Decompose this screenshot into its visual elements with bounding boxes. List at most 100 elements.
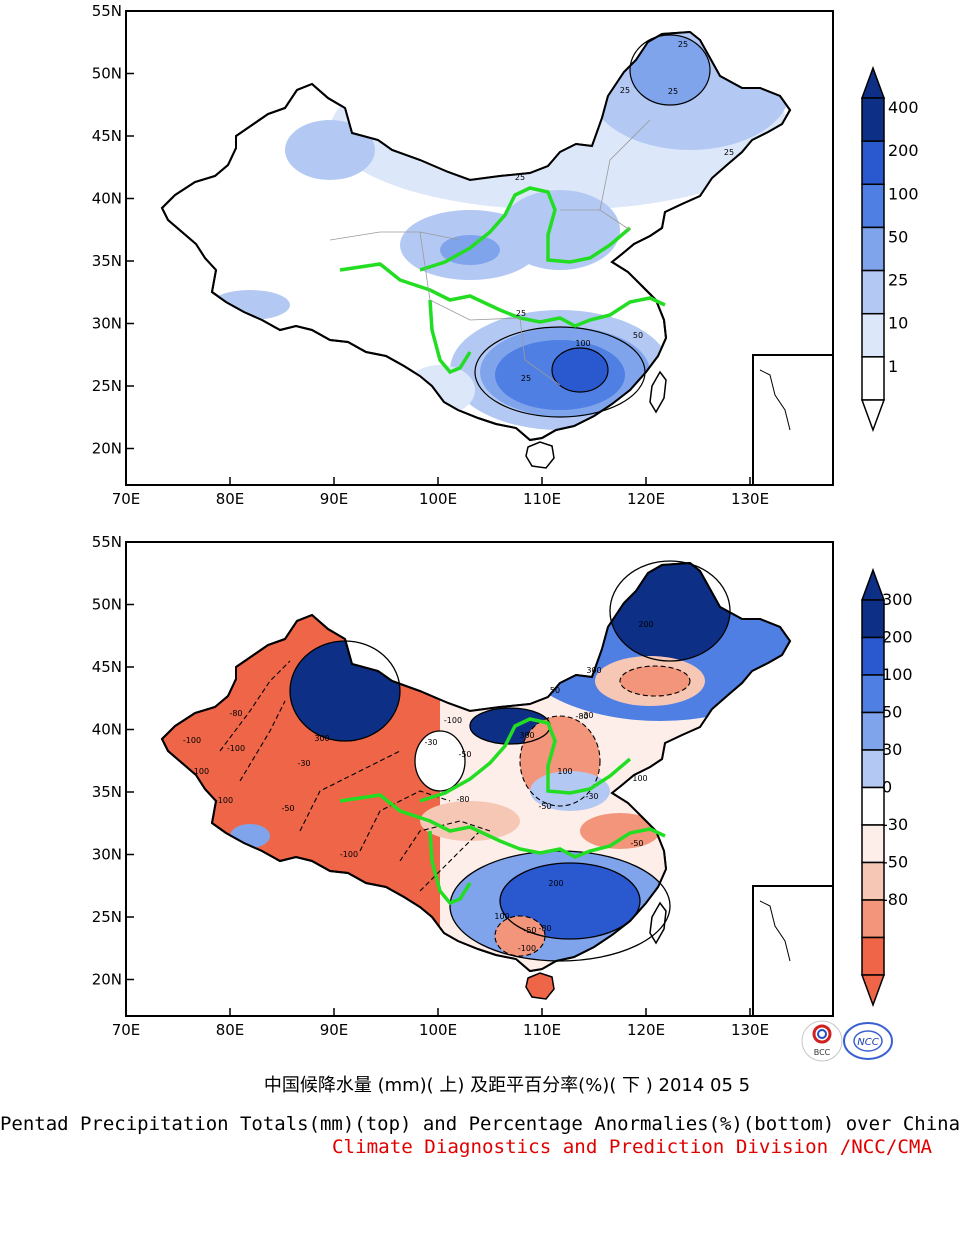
lon-tick-label: 120E [627,1021,665,1039]
lon-tick-label: 100E [419,1021,457,1039]
lon-tick-label: 80E [216,1021,245,1039]
contour-label: 300 [314,734,329,743]
contour-label: -100 [518,944,536,953]
colorbar-label: -50 [882,853,908,872]
top-contour-labels: 25 25 25 25 25 25 50 100 25 [515,40,734,383]
lat-tick-label: 20N [92,971,122,989]
lat-tick-label: 25N [92,377,122,395]
colorbar-segment [861,899,885,939]
lat-tick-label: 20N [92,440,122,458]
colorbar-label: -80 [882,890,908,909]
bottom-positive-contours [289,560,731,962]
contour-label: 25 [668,87,678,96]
lon-tick-label: 110E [523,1021,561,1039]
contour-label: 50 [633,331,643,340]
lon-tick-label: 130E [731,490,769,508]
lon-tick-label: 80E [216,490,245,508]
contour-label: -50 [538,802,551,811]
colorbar-segment [861,356,885,401]
contour-label: -100 [183,736,201,745]
colorbar-label: 200 [882,628,913,647]
contour-label: -80 [575,712,588,721]
ncc-logo: NCC [843,1022,893,1060]
colorbar-label: 400 [888,98,919,117]
colorbar-label: 10 [888,314,908,333]
colorbar-label: 200 [888,141,919,160]
contour-label: 25 [724,148,734,157]
lat-tick-label: 50N [92,596,122,614]
colorbar-segment [861,226,885,272]
lat-tick-label: 25N [92,908,122,926]
contour-label: 200 [548,879,563,888]
contour-label: 100 [575,339,590,348]
top-colorbar: 400 200 100 50 25 10 1 [860,65,919,433]
contour-label: -50 [458,750,471,759]
lon-tick-label: 70E [112,490,141,508]
contour-label: 100 [557,767,572,776]
colorbar-bottom-arrow [860,974,886,1008]
top-lon-axis: 70E 80E 90E 100E 110E 120E 130E [112,477,769,508]
lat-tick-label: 35N [92,783,122,801]
lon-tick-label: 120E [627,490,665,508]
colorbar-segment [861,824,885,864]
colorbar-segment [861,674,885,714]
colorbar-label: 0 [882,778,892,797]
contour-label: -30 [297,759,310,768]
colorbar-label: 30 [882,740,902,759]
colorbar-label: 100 [882,665,913,684]
lon-tick-label: 90E [320,1021,349,1039]
lat-tick-label: 55N [92,533,122,551]
colorbar-label: 25 [888,271,908,290]
lon-tick-label: 110E [523,490,561,508]
colorbar-label: 100 [888,184,919,203]
colorbar-top-arrow [860,567,886,601]
contour-label: 200 [638,620,653,629]
top-rivers [339,186,666,375]
contour-label: 100 [632,774,647,783]
colorbar-segment [861,97,885,142]
top-scs-inset [752,354,834,486]
contour-label: 100 [494,912,509,921]
caption-credit: Climate Diagnostics and Prediction Divis… [332,1136,933,1158]
caption-chinese: 中国候降水量 (mm)( 上) 及距平百分率(%)( 下 ) 2014 05 5 [264,1075,750,1096]
lon-tick-label: 100E [419,490,457,508]
lat-tick-label: 30N [92,315,122,333]
lat-tick-label: 50N [92,65,122,83]
contour-label: -50 [630,839,643,848]
top-inset-coast [759,369,791,431]
bcc-logo: BCC [801,1020,843,1062]
top-precip-map: 25 25 25 25 25 25 50 100 25 55N 50N 45N 40N 35N 30N 25… [92,2,919,508]
lat-tick-label: 35N [92,252,122,270]
colorbar-segment [861,312,885,358]
lat-tick-label: 55N [92,2,122,20]
contour-label: 25 [678,40,688,49]
contour-label: 25 [516,309,526,318]
bottom-lat-axis: 55N 50N 45N 40N 35N 30N 25N 20N [92,533,134,989]
top-province-lines [329,119,651,386]
colorbar-top-arrow [860,65,886,99]
bottom-lon-axis: 70E 80E 90E 100E 110E 120E 130E [112,1008,769,1039]
contour-label: -100 [215,796,233,805]
top-lat-axis: 55N 50N 45N 40N 35N 30N 25N 20N [92,2,134,458]
colorbar-label: -30 [882,815,908,834]
colorbar-segment [861,599,885,639]
bottom-inset-coast [759,900,791,962]
svg-text:BCC: BCC [814,1048,831,1057]
contour-label: -80 [229,709,242,718]
contour-label: 300 [519,731,534,740]
colorbar-bottom-arrow [860,399,886,433]
contour-label: 25 [515,173,525,182]
contour-label: -80 [538,924,551,933]
bottom-rivers [339,717,666,906]
contour-label: -30 [580,711,593,720]
lon-tick-label: 130E [731,1021,769,1039]
lon-tick-label: 70E [112,1021,141,1039]
lat-tick-label: 45N [92,658,122,676]
contour-label: 50 [550,686,560,695]
contour-label: -100 [227,744,245,753]
lon-tick-label: 90E [320,490,349,508]
lat-tick-label: 40N [92,721,122,739]
contour-label: -50 [281,804,294,813]
